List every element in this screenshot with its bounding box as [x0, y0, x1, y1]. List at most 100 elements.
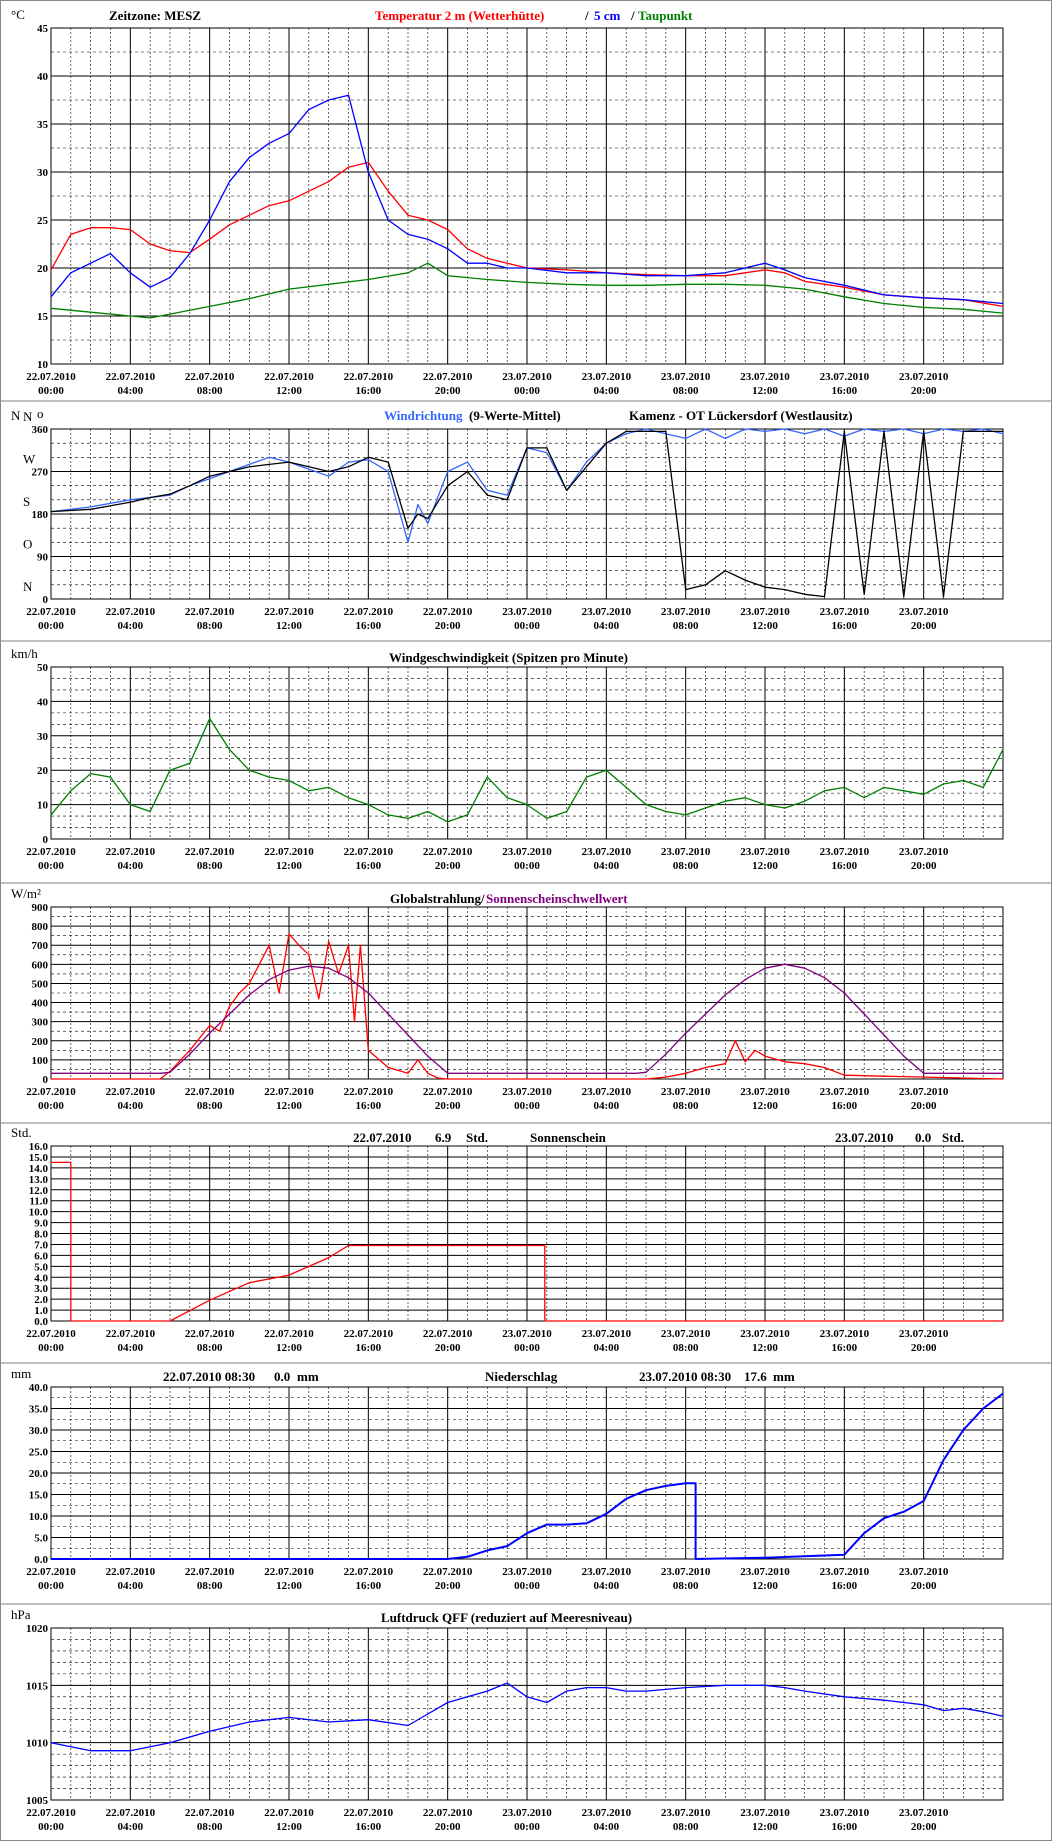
- data-point: [804, 967, 806, 969]
- x-tick-date: 22.07.2010: [264, 606, 314, 618]
- x-tick-date: 22.07.2010: [106, 1566, 156, 1578]
- x-tick-time: 04:00: [117, 1342, 143, 1354]
- x-tick-date: 22.07.2010: [264, 1807, 314, 1819]
- data-point: [665, 430, 667, 432]
- y-tick-label: 15.0: [29, 1152, 49, 1164]
- data-point: [962, 1707, 964, 1709]
- data-point: [863, 1013, 865, 1015]
- data-point: [903, 790, 905, 792]
- y-tick-label: 300: [32, 1017, 49, 1029]
- data-point: [417, 513, 419, 515]
- x-tick-time: 00:00: [514, 620, 540, 632]
- x-tick-date: 22.07.2010: [106, 371, 156, 383]
- data-point: [962, 779, 964, 782]
- x-tick-time: 04:00: [593, 1100, 619, 1112]
- x-tick-time: 08:00: [673, 620, 699, 632]
- data-point: [90, 1750, 92, 1752]
- x-tick-time: 20:00: [911, 1342, 937, 1354]
- chart-title-part: mm: [297, 1369, 319, 1384]
- x-tick-time: 16:00: [831, 1821, 857, 1833]
- data-point: [982, 1711, 984, 1713]
- data-point: [506, 262, 508, 264]
- x-tick-time: 12:00: [752, 620, 778, 632]
- data-point: [962, 308, 964, 310]
- series-line-2: [50, 262, 1004, 319]
- data-point: [1002, 430, 1004, 432]
- x-tick-date: 23.07.2010: [899, 606, 949, 618]
- x-tick-time: 16:00: [355, 620, 381, 632]
- data-point: [843, 284, 845, 286]
- x-tick-time: 12:00: [276, 1342, 302, 1354]
- y-tick-label: 100: [32, 1055, 49, 1067]
- x-tick-time: 20:00: [435, 385, 461, 397]
- x-tick-time: 00:00: [38, 1821, 64, 1833]
- data-point: [466, 262, 469, 264]
- x-tick-date: 23.07.2010: [502, 1328, 552, 1340]
- data-point: [189, 485, 191, 487]
- data-point: [823, 1066, 826, 1069]
- data-point: [248, 1282, 250, 1284]
- x-tick-time: 20:00: [911, 620, 937, 632]
- data-point: [883, 786, 885, 789]
- data-point: [328, 1721, 330, 1723]
- chart-title-part: Taupunkt: [638, 8, 693, 23]
- y-tick-label: 1020: [26, 1623, 49, 1635]
- x-tick-time: 12:00: [276, 1580, 302, 1592]
- data-point: [407, 272, 409, 274]
- data-point: [784, 272, 786, 274]
- data-point: [804, 433, 806, 435]
- x-tick-time: 20:00: [435, 620, 461, 632]
- y-tick-label: 35.0: [29, 1404, 49, 1416]
- x-tick-date: 23.07.2010: [820, 606, 870, 618]
- x-tick-time: 12:00: [276, 1821, 302, 1833]
- x-tick-time: 12:00: [752, 1342, 778, 1354]
- data-point: [347, 944, 350, 946]
- x-tick-date: 22.07.2010: [106, 846, 156, 858]
- data-point: [248, 982, 250, 985]
- data-point: [962, 299, 964, 301]
- data-point: [407, 1724, 409, 1727]
- series-line-0: [50, 161, 1004, 308]
- data-point: [982, 1407, 984, 1410]
- data-point: [328, 967, 330, 969]
- data-point: [308, 954, 310, 956]
- chart-title-part: Zeitzone: MESZ: [109, 8, 201, 23]
- x-tick-time: 08:00: [673, 385, 699, 397]
- x-tick-time: 20:00: [911, 1821, 937, 1833]
- x-tick-time: 12:00: [276, 860, 302, 872]
- data-point: [50, 1161, 52, 1163]
- data-point: [685, 1687, 687, 1689]
- y-tick-label: 20: [37, 263, 49, 275]
- data-point: [685, 1482, 687, 1484]
- data-point: [427, 1713, 429, 1715]
- data-point: [883, 1034, 885, 1036]
- y-tick-label: 25.0: [29, 1447, 49, 1459]
- data-point: [724, 994, 726, 996]
- y-tick-label: 600: [32, 959, 49, 971]
- data-point: [228, 470, 231, 473]
- series-line-0: [50, 1682, 1004, 1752]
- data-point: [70, 790, 72, 792]
- x-tick-date: 22.07.2010: [106, 1086, 156, 1098]
- y-tick-label: 40: [37, 71, 49, 83]
- data-point: [268, 456, 270, 458]
- data-point: [645, 275, 647, 277]
- x-tick-date: 23.07.2010: [661, 1807, 711, 1819]
- data-point: [248, 463, 250, 465]
- data-point: [784, 1687, 786, 1689]
- x-tick-time: 16:00: [355, 860, 381, 872]
- data-point: [1002, 1715, 1004, 1717]
- x-tick-date: 23.07.2010: [502, 1807, 552, 1819]
- data-point: [169, 1071, 171, 1073]
- x-tick-date: 23.07.2010: [582, 1086, 632, 1098]
- data-point: [447, 485, 449, 487]
- data-point: [248, 1721, 250, 1723]
- data-point: [228, 749, 231, 751]
- data-point: [228, 1013, 231, 1015]
- x-tick-time: 04:00: [117, 1821, 143, 1833]
- y-tick-label: 0.0: [34, 1316, 48, 1328]
- data-point: [427, 810, 429, 813]
- y-tick-label: 180: [32, 509, 49, 521]
- y-tick-label: 1005: [26, 1795, 49, 1807]
